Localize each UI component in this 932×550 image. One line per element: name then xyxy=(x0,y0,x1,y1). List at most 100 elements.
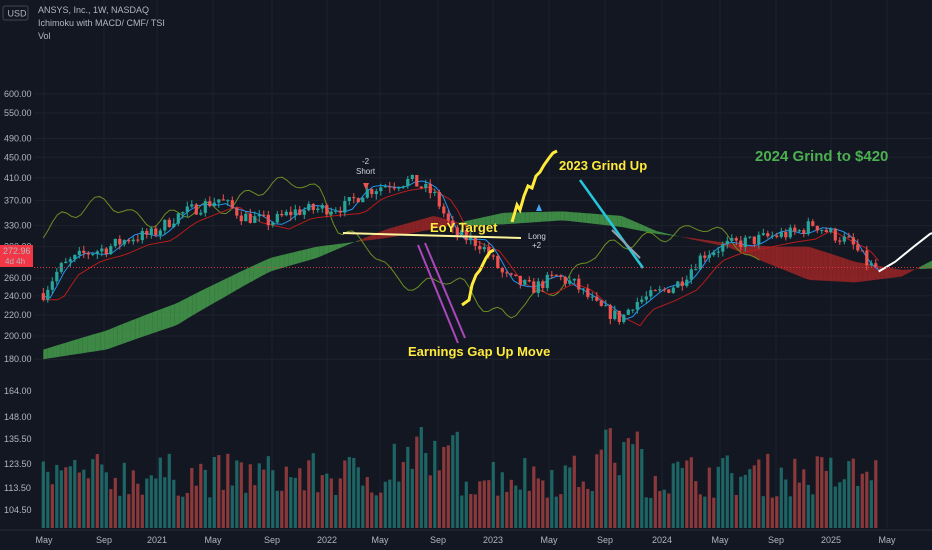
time-axis[interactable]: May Sep 2021 May Sep 2022 May Sep 2023 May Sep 2024… xyxy=(35,535,896,545)
indicators-line[interactable]: Ichimoku with MACD/ CMF/ TSI xyxy=(38,18,165,28)
volume-bar xyxy=(320,475,324,528)
volume-bar xyxy=(721,458,725,528)
time-tick-label: 2024 xyxy=(652,535,672,545)
volume-bar xyxy=(68,466,72,528)
cloud-segment xyxy=(389,227,394,238)
cloud-segment xyxy=(845,258,850,283)
candle-body xyxy=(149,228,153,235)
cloud-segment xyxy=(60,342,66,357)
volume-bar xyxy=(208,497,212,528)
volume-bar xyxy=(82,469,86,528)
cloud-segment xyxy=(481,216,486,226)
cloud-segment xyxy=(174,301,180,326)
grind-2023-path xyxy=(510,149,558,223)
cloud-segment xyxy=(297,250,302,264)
cloud-segment xyxy=(328,244,333,254)
short-signal-label: Short xyxy=(356,167,376,176)
cloud-segment xyxy=(73,338,79,355)
cloud-segment xyxy=(332,244,337,252)
volume-bar xyxy=(617,475,621,528)
candle-body xyxy=(833,228,837,241)
candle-body xyxy=(410,174,414,180)
cloud-segment xyxy=(674,235,679,237)
candle-body xyxy=(176,213,180,224)
volume-bar xyxy=(379,492,383,528)
cloud-segment xyxy=(700,239,706,243)
volume-bar xyxy=(599,449,603,528)
candle-body xyxy=(140,231,144,241)
candle-body xyxy=(109,246,113,255)
volume-bar xyxy=(433,440,437,528)
candle-body xyxy=(428,183,432,194)
cloud-segment xyxy=(775,246,780,269)
cloud-segment xyxy=(95,332,101,352)
candle-body xyxy=(577,278,581,290)
symbol-line[interactable]: ANSYS, Inc., 1W, NASDAQ xyxy=(38,5,149,15)
cloud-segment xyxy=(599,214,605,226)
cloud-segment xyxy=(928,260,932,269)
volume-bar xyxy=(460,495,464,528)
currency-badge[interactable] xyxy=(2,5,29,21)
cloud-segment xyxy=(463,220,469,226)
cloud-segment xyxy=(91,333,96,352)
volume-bar xyxy=(685,460,689,528)
time-tick-label: Sep xyxy=(768,535,784,545)
volume-legend[interactable]: Vol xyxy=(38,31,51,41)
candle-body xyxy=(568,280,572,284)
cloud-segment xyxy=(924,262,929,269)
volume-bar xyxy=(352,457,356,528)
candle-body xyxy=(860,250,864,252)
candle-body xyxy=(289,211,293,216)
magenta-trendline-2 xyxy=(417,244,459,344)
cloud-segment xyxy=(253,263,259,281)
volume-bar xyxy=(473,494,477,528)
volume-bar xyxy=(622,441,626,528)
price-tick-label: 260.00 xyxy=(4,273,32,283)
cloud-segment xyxy=(363,236,368,241)
cloud-segment xyxy=(205,286,210,308)
volume-bar xyxy=(653,475,657,528)
cloud-segment xyxy=(595,213,600,225)
cloud-segment xyxy=(459,221,464,225)
volume-bar xyxy=(631,444,635,528)
volume-bar xyxy=(244,492,248,528)
volume-bar xyxy=(145,478,149,528)
cloud-segment xyxy=(586,213,592,224)
volume-bar xyxy=(550,469,554,528)
candle-body xyxy=(590,296,594,298)
candle-body xyxy=(347,197,351,202)
volume-bar xyxy=(203,469,207,528)
volume-bar xyxy=(649,497,653,528)
volume-bar xyxy=(248,464,252,528)
volume-bar xyxy=(478,481,482,528)
time-tick-label: 2023 xyxy=(483,535,503,545)
volume-bar xyxy=(118,495,122,528)
time-tick-label: May xyxy=(204,535,222,545)
volume-bar xyxy=(131,470,135,528)
candle-body xyxy=(599,300,603,306)
candle-body xyxy=(658,289,662,291)
volume-bar xyxy=(262,469,266,528)
price-axis[interactable]: 600.00 550.00 490.00 450.00 410.00 370.00 330.… xyxy=(4,89,32,515)
candle-body xyxy=(496,255,500,269)
cloud-segment xyxy=(542,211,548,222)
cloud-segment xyxy=(69,340,74,356)
candle-body xyxy=(100,248,104,252)
candle-body xyxy=(203,201,207,213)
volume-bar xyxy=(851,458,855,528)
price-tick-label: 330.00 xyxy=(4,221,32,231)
volume-bar xyxy=(311,453,315,528)
candle-body xyxy=(280,213,284,216)
cloud-segment xyxy=(520,212,526,224)
cloud-segment xyxy=(626,217,631,229)
cloud-segment xyxy=(214,282,219,303)
candle-body xyxy=(397,187,401,189)
cloud-segment xyxy=(367,234,372,241)
volume-bar xyxy=(266,456,270,528)
candle-body xyxy=(752,236,756,244)
volume-bar xyxy=(347,456,351,528)
candle-body xyxy=(329,211,333,215)
candle-body xyxy=(797,230,801,232)
cloud-segment xyxy=(577,212,583,223)
